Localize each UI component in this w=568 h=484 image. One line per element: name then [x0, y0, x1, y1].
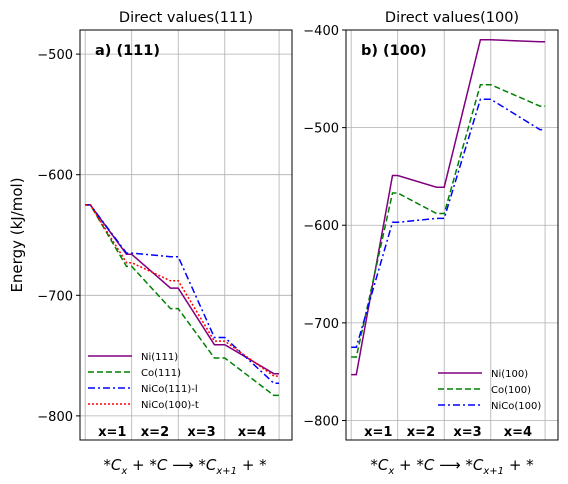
y-tick-label-a-3: −500: [37, 48, 73, 63]
series-line-a-1: [85, 204, 280, 397]
x-axis-label-b: *Cx + *C ⟶ *Cx+1 + *: [370, 456, 534, 477]
step-label-b-2: x=3: [453, 425, 481, 440]
panel-label-b: b) (100): [361, 43, 427, 59]
series-line-a-3: [85, 204, 280, 377]
series-line-b-0: [351, 39, 546, 376]
legend-label-a-0: Ni(111): [141, 352, 178, 363]
y-tick-label-a-1: −700: [37, 289, 73, 304]
panel-label-a: a) (111): [95, 43, 160, 59]
y-tick-label-b-0: −800: [303, 414, 339, 429]
chart-title-a: Direct values(111): [119, 10, 253, 26]
legend-label-a-2: NiCo(111)-l: [141, 384, 198, 395]
series-line-a-0: [85, 204, 280, 375]
y-tick-label-b-1: −700: [303, 317, 339, 332]
series-line-b-1: [351, 83, 546, 358]
panel-b-100: −800 −700 −600 −500 −400 Direct values(100) b)…: [303, 10, 559, 441]
y-tick-label-a-0: −800: [37, 410, 73, 425]
step-label-b-3: x=4: [504, 425, 532, 440]
y-tick-label-b-4: −400: [303, 24, 339, 39]
y-tick-label-b-2: −600: [303, 219, 339, 234]
legend-label-a-1: Co(111): [141, 368, 181, 379]
step-label-a-3: x=4: [238, 425, 266, 440]
y-tick-label-a-2: −600: [37, 169, 73, 184]
x-axis-label-a: *Cx + *C ⟶ *Cx+1 + *: [103, 456, 267, 477]
step-label-a-2: x=3: [187, 425, 215, 440]
step-label-a-0: x=1: [98, 425, 126, 440]
legend-label-b-1: Co(100): [491, 385, 531, 396]
legend-label-b-2: NiCo(100): [491, 401, 541, 412]
axes-frame-b: [345, 29, 559, 441]
series-line-a-2: [85, 204, 280, 385]
series-line-b-2: [351, 98, 546, 349]
step-label-a-1: x=2: [141, 425, 169, 440]
step-label-b-1: x=2: [407, 425, 435, 440]
y-tick-label-b-3: −500: [303, 122, 339, 137]
step-label-b-0: x=1: [364, 425, 392, 440]
axes-frame-a: [79, 29, 293, 441]
y-axis-label: Energy (kJ/mol): [8, 177, 26, 292]
legend-label-a-3: NiCo(100)-t: [141, 400, 199, 411]
legend-label-b-0: Ni(100): [491, 369, 528, 380]
chart-title-b: Direct values(100): [385, 10, 519, 26]
panel-a-111: −800 −700 −600 −500 Direct values(111) a) (11…: [37, 10, 293, 441]
